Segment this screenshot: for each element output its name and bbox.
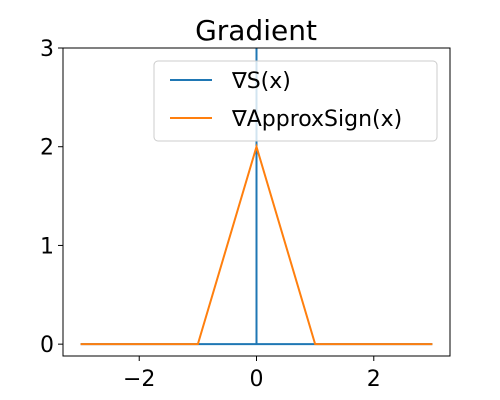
x-tick-label: 0 bbox=[250, 367, 264, 392]
legend: ∇S(x) ∇ApproxSign(x) bbox=[153, 60, 438, 142]
x-axis-ticks: −2 0 2 bbox=[123, 356, 381, 392]
legend-entries: ∇S(x) ∇ApproxSign(x) bbox=[170, 69, 402, 132]
y-tick-label: 1 bbox=[40, 234, 54, 259]
x-tick-label: 2 bbox=[367, 367, 381, 392]
legend-box bbox=[153, 60, 438, 142]
x-tick-label: −2 bbox=[123, 367, 155, 392]
y-tick-label: 3 bbox=[40, 37, 54, 62]
series-layer bbox=[80, 48, 433, 346]
legend-label-0: ∇S(x) bbox=[231, 69, 291, 94]
chart-title: Gradient bbox=[195, 14, 317, 47]
legend-label-1: ∇ApproxSign(x) bbox=[231, 107, 402, 132]
y-tick-label: 2 bbox=[40, 136, 54, 161]
y-axis-ticks: 0 1 2 3 bbox=[40, 37, 63, 358]
y-tick-label: 0 bbox=[40, 333, 54, 358]
series-line-1 bbox=[80, 143, 433, 346]
